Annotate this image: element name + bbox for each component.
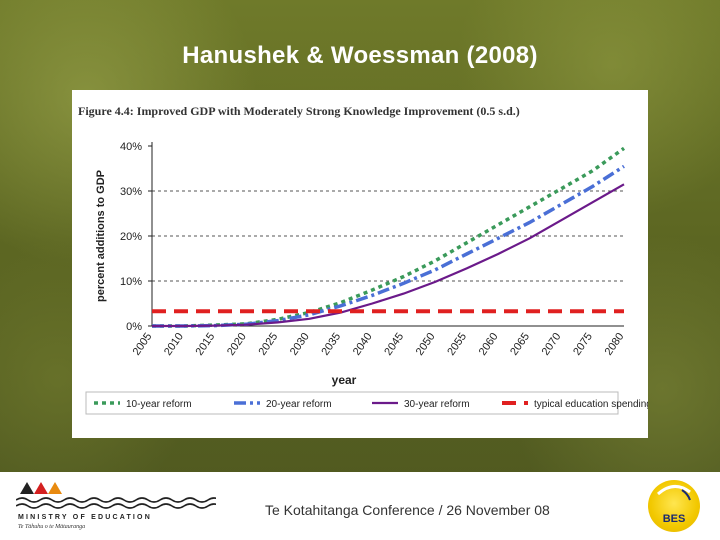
series-line (152, 164, 625, 328)
x-tick-label: 2020 (225, 331, 249, 358)
figure-panel: 0% 10% 20% 30% 40% 2005 2010 2015 2020 2025 2030 20… (72, 90, 648, 438)
legend-label: 10-year reform (126, 399, 192, 410)
y-tick-label: 0% (126, 321, 142, 333)
x-tick-label: 2035 (319, 331, 343, 358)
bes-logo-icon: BES (648, 480, 700, 532)
legend-label: 30-year reform (404, 399, 470, 410)
ministry-logo-icon (16, 482, 216, 509)
footer-bar: MINISTRY OF EDUCATION Te Tāhuhu o te Māt… (0, 472, 720, 540)
x-tick-label: 2010 (162, 331, 186, 358)
ministry-subtitle: Te Tāhuhu o te Mātauranga (18, 524, 86, 530)
x-tick-label: 2065 (508, 331, 532, 358)
legend-label: 20-year reform (266, 399, 332, 410)
x-tick-label: 2050 (414, 331, 438, 358)
x-tick-label: 2075 (571, 331, 595, 358)
conference-caption: Te Kotahitanga Conference / 26 November … (265, 502, 550, 518)
series-line (152, 146, 626, 328)
x-tick-label: 2055 (445, 331, 469, 358)
x-tick-label: 2025 (256, 331, 280, 358)
x-tick-label: 2045 (382, 331, 406, 358)
x-tick-label: 2070 (540, 331, 564, 358)
legend-label: typical education spending (534, 399, 648, 410)
x-tick-label: 2060 (477, 331, 501, 358)
x-tick-label: 2005 (131, 331, 155, 358)
bes-logo-text: BES (662, 513, 686, 525)
y-axis-title: percent additions to GDP (95, 170, 107, 302)
y-tick-label: 30% (120, 186, 142, 198)
slide-title: Hanushek & Woessman (2008) (182, 42, 538, 69)
x-tick-label: 2080 (603, 331, 627, 358)
y-tick-label: 40% (120, 141, 142, 153)
x-tick-label: 2030 (288, 331, 312, 358)
x-axis-title: year (332, 373, 357, 387)
series-line (152, 183, 625, 328)
y-tick-label: 10% (120, 276, 142, 288)
x-tick-label: 2040 (351, 331, 375, 358)
ministry-name: MINISTRY OF EDUCATION (18, 514, 152, 521)
y-tick-label: 20% (120, 231, 142, 243)
legend-box (85, 391, 619, 415)
figure-title: Figure 4.4: Improved GDP with Moderately… (78, 104, 520, 118)
chart: 0% 10% 20% 30% 40% 2005 2010 2015 2020 2025 2030 20… (85, 141, 648, 415)
x-tick-label: 2015 (194, 331, 218, 358)
